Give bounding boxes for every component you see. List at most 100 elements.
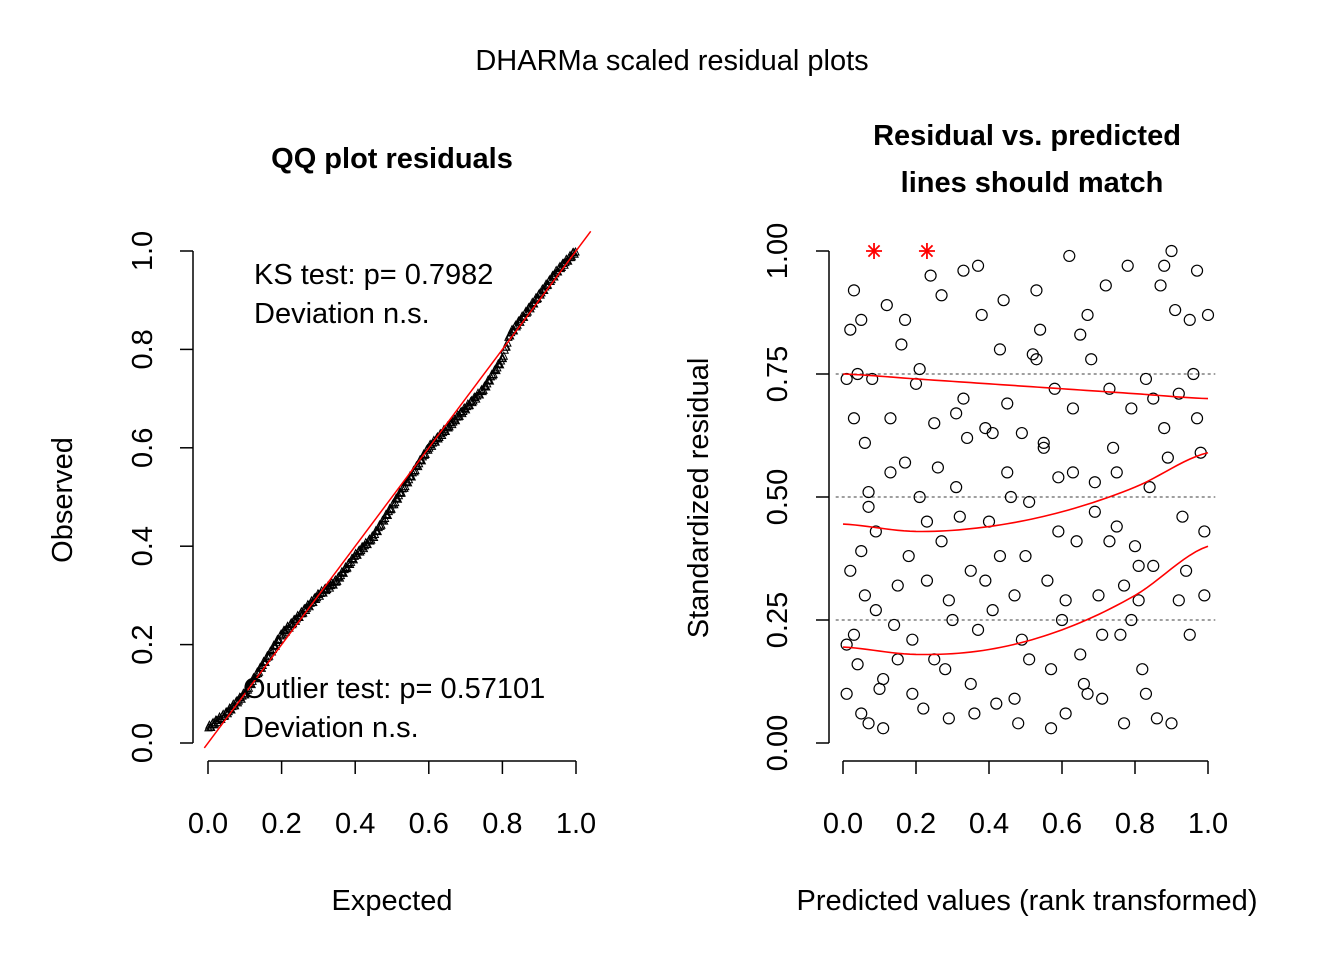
qq-point: [397, 488, 406, 497]
rp-point: [1008, 589, 1021, 602]
qq-x-tick-label: 0.4: [335, 808, 375, 840]
rp-point: [924, 269, 937, 282]
rp-point: [1147, 392, 1160, 405]
rp-point: [909, 377, 923, 390]
rp-point: [855, 545, 868, 558]
rp-point: [957, 264, 970, 277]
rp-point: [1037, 436, 1050, 449]
outlier-test-text: Outlier test: p= 0.57101: [243, 673, 545, 705]
rp-point: [869, 604, 882, 617]
rp-point: [1033, 323, 1047, 336]
rp-y-tick-label: 0.25: [762, 592, 794, 648]
rp-point: [1143, 481, 1156, 494]
rp-point: [1081, 308, 1094, 322]
rp-outlier-stroke: [867, 244, 881, 258]
qq-y-tick-label: 0.6: [127, 428, 159, 468]
rp-point: [1008, 692, 1021, 705]
rp-outlier-stroke: [920, 244, 934, 258]
rp-point: [1074, 328, 1087, 341]
qq-reference-line: [203, 230, 592, 749]
rp-outlier-point: [918, 243, 935, 259]
rp-x-tick-label: 1.0: [1188, 808, 1228, 840]
rp-point: [1161, 451, 1174, 464]
rp-point: [1121, 259, 1134, 272]
rp-point: [891, 579, 904, 592]
qq-point: [282, 624, 291, 633]
qq-point: [386, 504, 395, 514]
qq-point: [342, 563, 351, 573]
rp-y-axis-label: Standardized residual: [683, 358, 715, 639]
rp-y-tick-label: 1.00: [762, 223, 794, 279]
rp-point: [847, 284, 861, 297]
rp-point: [847, 412, 861, 425]
rp-point: [1092, 589, 1105, 602]
rp-point: [1110, 466, 1123, 479]
rp-outlier-point: [866, 243, 883, 259]
rp-point: [939, 663, 952, 676]
rp-point: [1179, 564, 1193, 577]
rp-point: [1183, 313, 1196, 326]
rp-point: [884, 412, 897, 425]
rp-point: [1136, 663, 1149, 676]
qq-x-tick-label: 0.8: [482, 808, 522, 840]
rp-point: [942, 594, 955, 607]
rp-point: [953, 510, 966, 523]
rp-point: [920, 574, 934, 587]
rp-point: [862, 717, 875, 730]
rp-point: [858, 589, 872, 602]
rp-point: [920, 515, 934, 528]
rp-point: [1044, 663, 1058, 676]
rp-point: [1103, 382, 1116, 395]
rp-point: [1066, 402, 1080, 415]
rp-title-line-1: Residual vs. predicted: [873, 120, 1181, 152]
rp-point: [1030, 284, 1043, 297]
rp-point: [847, 628, 861, 641]
rp-point: [898, 313, 912, 326]
rp-point: [1004, 490, 1018, 504]
rp-point: [1052, 525, 1065, 538]
qq-y-tick-label: 0.4: [127, 526, 159, 566]
rp-x-tick-label: 0.8: [1115, 808, 1155, 840]
residual-vs-predicted-panel: Residual vs. predicted lines should matc…: [683, 120, 1257, 917]
rp-point: [902, 549, 915, 563]
rp-point: [1106, 441, 1120, 454]
rp-point: [1190, 264, 1204, 277]
rp-quantile-curve: [842, 373, 1209, 400]
rp-point: [1030, 353, 1043, 366]
rp-point: [993, 343, 1007, 356]
rp-point: [877, 722, 890, 735]
outlier-deviation-text: Deviation n.s.: [243, 712, 419, 744]
rp-point: [993, 549, 1007, 563]
qq-x-axis-label: Expected: [332, 885, 453, 917]
rp-point: [1015, 633, 1028, 646]
rp-point: [1044, 722, 1058, 735]
rp-point: [1055, 613, 1069, 627]
rp-point: [1023, 653, 1036, 666]
rp-point: [1172, 387, 1185, 400]
rp-y-tick-label: 0.00: [762, 715, 794, 771]
qq-point: [377, 520, 386, 529]
rp-point: [1176, 510, 1189, 523]
rp-point: [855, 313, 868, 326]
rp-point: [1132, 559, 1145, 572]
rp-point: [968, 707, 981, 720]
rp-point: [887, 618, 901, 632]
rp-point: [1117, 579, 1131, 592]
rp-point: [880, 299, 893, 312]
rp-point: [928, 653, 941, 666]
qq-point: [384, 506, 394, 516]
rp-point: [1165, 717, 1178, 730]
rp-point: [1001, 466, 1014, 479]
rp-outliers: [866, 243, 935, 259]
rp-x-tick-label: 0.0: [823, 808, 863, 840]
rp-point: [1158, 259, 1171, 272]
rp-x-axis-label: Predicted values (rank transformed): [797, 885, 1258, 917]
rp-point: [1198, 589, 1211, 602]
qq-x-ticks: 0.0 0.2 0.4 0.6 0.8 1.0: [188, 761, 596, 840]
qq-point: [373, 526, 383, 536]
qq-point: [571, 246, 580, 256]
rp-point: [851, 658, 864, 671]
rp-quantile-curve: [842, 545, 1209, 656]
rp-point: [1099, 279, 1112, 292]
rp-point: [1139, 687, 1153, 700]
